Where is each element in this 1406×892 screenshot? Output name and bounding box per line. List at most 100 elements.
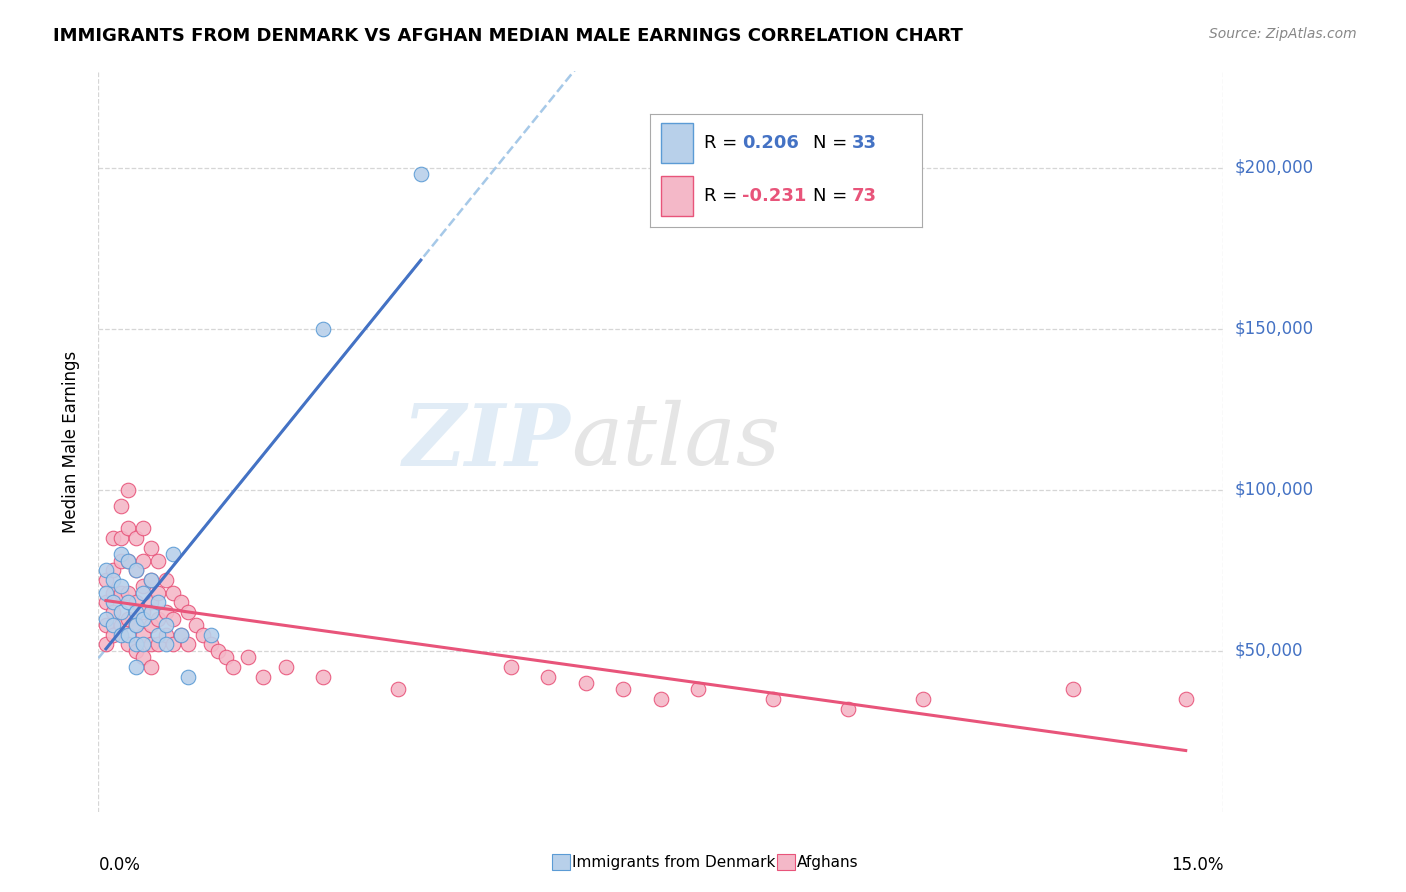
Point	[837, 702, 859, 716]
Point	[139, 618, 162, 632]
Point	[215, 650, 238, 665]
Text: 33: 33	[852, 134, 876, 152]
Point	[103, 531, 125, 545]
Point	[125, 595, 148, 609]
Point	[200, 637, 222, 651]
Text: $100,000: $100,000	[1234, 481, 1313, 499]
Point	[177, 605, 200, 619]
Point	[162, 637, 184, 651]
Point	[148, 595, 170, 609]
Point	[117, 586, 139, 600]
Point	[94, 586, 117, 600]
Point	[125, 563, 148, 577]
Point	[148, 628, 170, 642]
Point	[170, 628, 193, 642]
Text: Source: ZipAtlas.com: Source: ZipAtlas.com	[1209, 27, 1357, 41]
Point	[110, 586, 132, 600]
Text: Immigrants from Denmark: Immigrants from Denmark	[572, 855, 776, 870]
Text: 73: 73	[852, 186, 876, 204]
Text: Afghans: Afghans	[797, 855, 859, 870]
Point	[132, 637, 155, 651]
Point	[103, 586, 125, 600]
Point	[110, 547, 132, 561]
Point	[155, 628, 177, 642]
Point	[132, 650, 155, 665]
Point	[125, 660, 148, 674]
Point	[148, 586, 170, 600]
Point	[312, 669, 335, 683]
Point	[139, 595, 162, 609]
Point	[117, 595, 139, 609]
Point	[125, 637, 148, 651]
Point	[117, 554, 139, 568]
Point	[110, 554, 132, 568]
Point	[117, 611, 139, 625]
Point	[222, 660, 245, 674]
Point	[125, 618, 148, 632]
Text: -0.231: -0.231	[742, 186, 807, 204]
Point	[274, 660, 297, 674]
Point	[139, 660, 162, 674]
Point	[148, 611, 170, 625]
Y-axis label: Median Male Earnings: Median Male Earnings	[62, 351, 80, 533]
Point	[252, 669, 274, 683]
Text: R =: R =	[704, 186, 744, 204]
Point	[110, 499, 132, 513]
Point	[132, 586, 155, 600]
Point	[132, 554, 155, 568]
Point	[170, 595, 193, 609]
Point	[103, 563, 125, 577]
Point	[162, 547, 184, 561]
Point	[94, 573, 117, 587]
Text: R =: R =	[704, 134, 744, 152]
Point	[155, 637, 177, 651]
FancyBboxPatch shape	[661, 123, 693, 162]
Point	[110, 628, 132, 642]
Point	[409, 167, 432, 181]
Point	[103, 618, 125, 632]
Point	[207, 644, 229, 658]
Point	[125, 618, 148, 632]
Point	[688, 682, 710, 697]
Point	[132, 579, 155, 593]
Point	[94, 618, 117, 632]
Point	[177, 669, 200, 683]
Point	[912, 692, 935, 706]
Point	[155, 618, 177, 632]
FancyBboxPatch shape	[661, 177, 693, 216]
Point	[312, 322, 335, 336]
Text: $150,000: $150,000	[1234, 320, 1313, 338]
Point	[117, 637, 139, 651]
Point	[139, 573, 162, 587]
Text: atlas: atlas	[571, 401, 780, 483]
Point	[132, 611, 155, 625]
Point	[139, 637, 162, 651]
Point	[125, 605, 148, 619]
Point	[170, 628, 193, 642]
Point	[238, 650, 260, 665]
Point	[155, 573, 177, 587]
Point	[103, 573, 125, 587]
Text: 0.0%: 0.0%	[98, 856, 141, 874]
Point	[612, 682, 634, 697]
Point	[125, 531, 148, 545]
Point	[117, 554, 139, 568]
Point	[110, 531, 132, 545]
Point	[132, 521, 155, 535]
Point	[139, 605, 162, 619]
Point	[94, 637, 117, 651]
Point	[575, 676, 598, 690]
Point	[148, 554, 170, 568]
Point	[387, 682, 409, 697]
Point	[200, 628, 222, 642]
Point	[177, 637, 200, 651]
Point	[132, 605, 155, 619]
Point	[94, 611, 117, 625]
Point	[139, 573, 162, 587]
Point	[650, 692, 672, 706]
Text: IMMIGRANTS FROM DENMARK VS AFGHAN MEDIAN MALE EARNINGS CORRELATION CHART: IMMIGRANTS FROM DENMARK VS AFGHAN MEDIAN…	[53, 27, 963, 45]
Point	[162, 586, 184, 600]
Point	[155, 605, 177, 619]
Point	[1062, 682, 1084, 697]
Point	[94, 595, 117, 609]
